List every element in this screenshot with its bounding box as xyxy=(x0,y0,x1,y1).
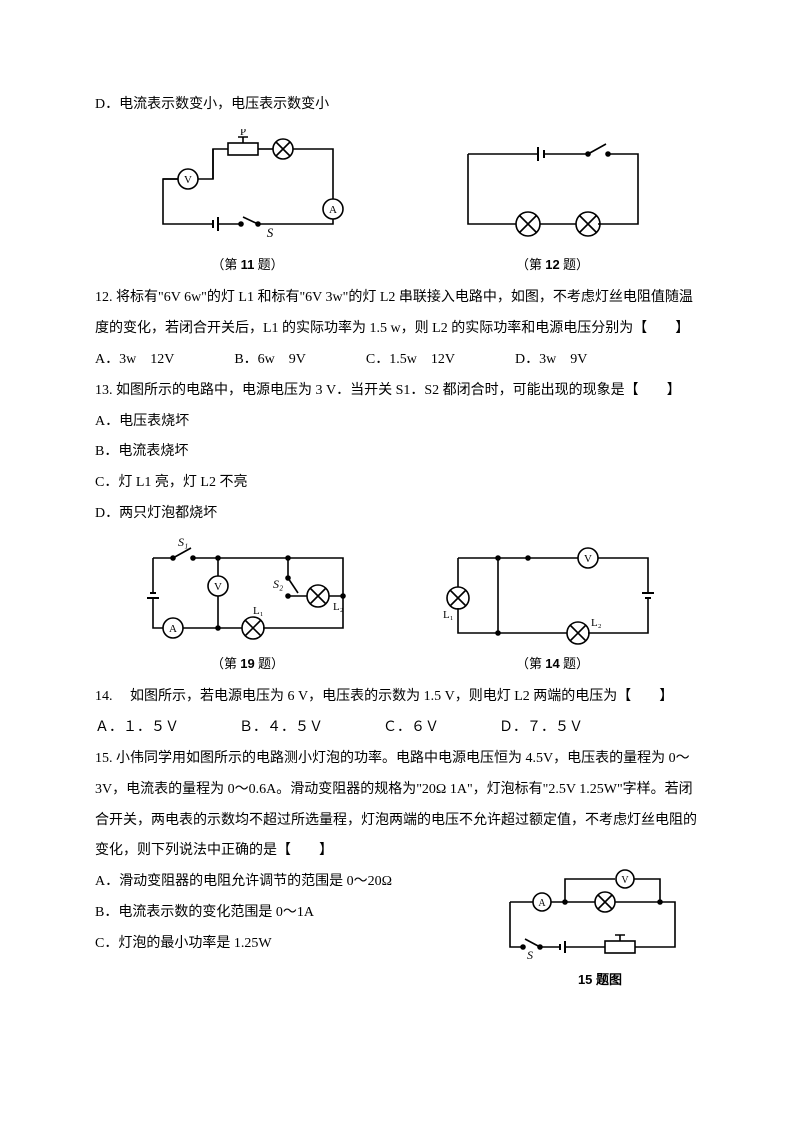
figures-row-11-12: V P A S xyxy=(95,129,705,280)
svg-text:P: P xyxy=(239,129,245,138)
circuit-19-svg: S₁ S₂ L₂ L₁ xyxy=(133,538,363,648)
circuit-12-svg xyxy=(448,129,658,249)
q13-opt-d: D．两只灯泡都烧坏 xyxy=(95,499,388,530)
svg-text:V: V xyxy=(584,553,592,565)
q12-opt-d: D．3w 9V xyxy=(515,345,587,376)
caption-suffix: 题） xyxy=(255,656,284,671)
figure-19-caption: （第 19 题） xyxy=(133,650,363,679)
figure-12-caption: （第 12 题） xyxy=(448,251,658,280)
figures-row-19-14: S₁ S₂ L₂ L₁ xyxy=(95,538,705,679)
svg-text:S₁: S₁ xyxy=(178,538,188,549)
q13-options-row2: C．灯 L1 亮，灯 L2 不亮 D．两只灯泡都烧坏 xyxy=(95,468,705,530)
q15-opt-a: A．滑动变阻器的电阻允许调节的范围是 0～20Ω xyxy=(95,867,495,898)
caption-prefix: （第 xyxy=(211,257,240,272)
q12-options: A．3w 12V B．6w 9V C．1.5w 12V D．3w 9V xyxy=(95,345,705,376)
q14-options: Ａ．１．５Ｖ Ｂ．４．５Ｖ Ｃ．６Ｖ Ｄ．７．５Ｖ xyxy=(95,713,705,744)
q15-text: 15. 小伟同学用如图所示的电路测小灯泡的功率。电路中电源电压恒为 4.5V，电… xyxy=(95,744,705,867)
caption-prefix: （第 xyxy=(516,257,545,272)
svg-text:L₁: L₁ xyxy=(253,605,264,617)
q13-opt-a: A．电压表烧坏 xyxy=(95,407,388,438)
q12-opt-a: A．3w 12V xyxy=(95,345,174,376)
figure-15: V A xyxy=(495,867,705,995)
q15-opt-c: C．灯泡的最小功率是 1.25W xyxy=(95,929,495,960)
q15-row: A．滑动变阻器的电阻允许调节的范围是 0～20Ω B．电流表示数的变化范围是 0… xyxy=(95,867,705,995)
figure-14: V L₂ L₁ xyxy=(438,538,668,679)
q14-opt-d: Ｄ．７．５Ｖ xyxy=(499,713,583,744)
q12-opt-b: B．6w 9V xyxy=(234,345,306,376)
figure-11: V P A S xyxy=(143,129,353,280)
q13-options-row1: A．电压表烧坏 B．电流表烧坏 xyxy=(95,407,705,469)
q14-opt-c: Ｃ．６Ｖ xyxy=(383,713,439,744)
caption-num: 19 xyxy=(240,656,254,671)
svg-text:A: A xyxy=(538,898,546,909)
figure-14-caption: （第 14 题） xyxy=(438,650,668,679)
caption-prefix: （第 xyxy=(516,656,545,671)
caption-num: 11 xyxy=(241,257,255,272)
figure-12: （第 12 题） xyxy=(448,129,658,280)
svg-text:L₁: L₁ xyxy=(443,609,454,621)
circuit-15-svg: V A xyxy=(495,867,685,962)
svg-text:V: V xyxy=(184,174,192,186)
q12-text: 12. 将标有"6V 6w"的灯 L1 和标有"6V 3w"的灯 L2 串联接入… xyxy=(95,283,705,345)
q13-opt-b: B．电流表烧坏 xyxy=(95,437,388,468)
q15-options-col: A．滑动变阻器的电阻允许调节的范围是 0～20Ω B．电流表示数的变化范围是 0… xyxy=(95,867,495,959)
svg-text:A: A xyxy=(169,623,177,635)
q15-opt-b: B．电流表示数的变化范围是 0～1A xyxy=(95,898,495,929)
svg-text:S: S xyxy=(266,225,273,240)
svg-text:S₂: S₂ xyxy=(273,577,283,591)
svg-text:L₂: L₂ xyxy=(591,617,602,629)
caption-num: 14 xyxy=(545,656,559,671)
q14-opt-a: Ａ．１．５Ｖ xyxy=(95,713,179,744)
caption-prefix: （第 xyxy=(211,656,240,671)
caption-num: 12 xyxy=(545,257,559,272)
q14-opt-b: Ｂ．４．５Ｖ xyxy=(239,713,323,744)
figure-15-caption: 15 题图 xyxy=(495,966,705,995)
svg-text:S: S xyxy=(527,948,533,962)
figure-11-caption: （第 11 题） xyxy=(143,251,353,280)
caption-suffix: 题） xyxy=(254,257,283,272)
caption-suffix: 题） xyxy=(560,656,589,671)
figure-19: S₁ S₂ L₂ L₁ xyxy=(133,538,363,679)
svg-text:V: V xyxy=(214,581,222,593)
q13-opt-c: C．灯 L1 亮，灯 L2 不亮 xyxy=(95,468,388,499)
svg-text:V: V xyxy=(621,875,629,886)
circuit-14-svg: V L₂ L₁ xyxy=(438,538,668,648)
q12-opt-c: C．1.5w 12V xyxy=(366,345,455,376)
caption-suffix: 题） xyxy=(560,257,589,272)
q14-text: 14. 如图所示，若电源电压为 6 V，电压表的示数为 1.5 V，则电灯 L2… xyxy=(95,682,705,713)
circuit-11-svg: V P A S xyxy=(143,129,353,249)
svg-text:L₂: L₂ xyxy=(333,601,344,613)
svg-text:A: A xyxy=(329,204,337,216)
q13-text: 13. 如图所示的电路中，电源电压为 3 V．当开关 S1．S2 都闭合时，可能… xyxy=(95,376,705,407)
q11-option-d: D．电流表示数变小，电压表示数变小 xyxy=(95,90,705,121)
